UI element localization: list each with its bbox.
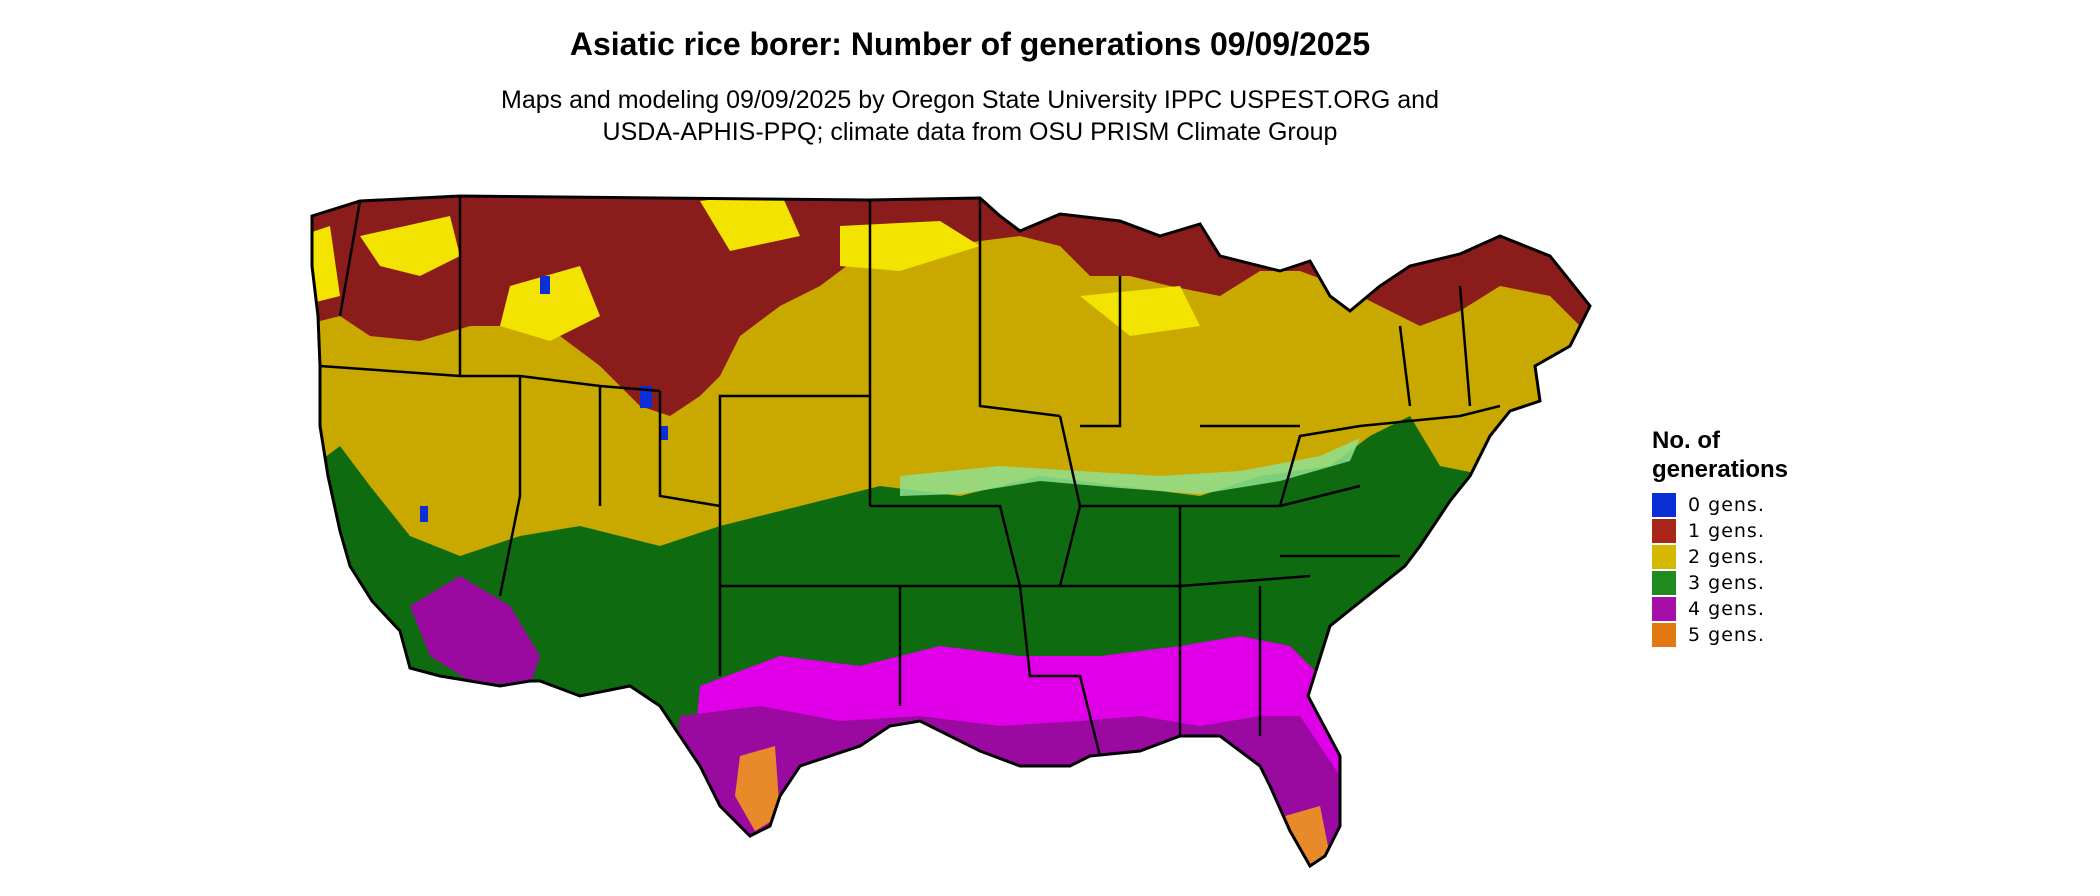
subtitle-line-1: Maps and modeling 09/09/2025 by Oregon S… [501,86,1439,114]
legend-swatch [1652,493,1676,517]
legend-swatch [1652,519,1676,543]
zone-3-gens-light [900,438,1360,496]
legend-items: 0 gens. 1 gens. 2 gens. 3 gens. 4 gens. 5 gen… [1652,492,1788,648]
zone-0-gens-spot-1 [540,276,550,294]
map-legend: No. of generations 0 gens. 1 gens. 2 gens.… [1652,426,1788,648]
legend-item: 3 gens. [1652,570,1788,596]
zone-0-gens-spot-2 [640,386,652,408]
zone-2-gens-bright-4 [840,221,980,271]
zone-2-gens-bright-1 [360,216,460,276]
legend-item: 1 gens. [1652,518,1788,544]
map-title: Asiatic rice borer: Number of generation… [569,26,1371,62]
zone-2-gens-bright-3 [700,196,800,251]
legend-item: 0 gens. [1652,492,1788,518]
zone-5-gens-texas [735,746,780,831]
legend-label: 2 gens. [1688,546,1765,568]
legend-item: 4 gens. [1652,596,1788,622]
legend-label: 4 gens. [1688,598,1765,620]
zone-0-gens-spot-3 [660,426,668,440]
legend-swatch [1652,623,1676,647]
legend-title: No. of generations [1652,426,1788,484]
legend-item: 2 gens. [1652,544,1788,570]
legend-swatch [1652,571,1676,595]
map-subtitle: Maps and modeling 09/09/2025 by Oregon S… [0,84,1940,148]
legend-label: 0 gens. [1688,494,1765,516]
legend-item: 5 gens. [1652,622,1788,648]
us-generations-map [310,194,1592,868]
legend-swatch [1652,545,1676,569]
legend-label: 3 gens. [1688,572,1765,594]
zone-0-gens-spot-4 [420,506,428,522]
zone-4-gens-southwest [410,576,540,686]
zone-2-gens-bright-6 [312,226,340,306]
subtitle-line-2: USDA-APHIS-PPQ; climate data from OSU PR… [602,118,1338,146]
zone-5-gens-florida [1285,806,1330,866]
legend-swatch [1652,597,1676,621]
state-borders [319,196,1501,757]
legend-label: 1 gens. [1688,520,1765,542]
legend-title-line-1: No. of [1652,427,1720,454]
zone-2-gens-bright-5 [1080,286,1200,336]
legend-title-line-2: generations [1652,456,1789,483]
zone-2-gens-bright-2 [500,266,600,341]
legend-label: 5 gens. [1688,624,1765,646]
